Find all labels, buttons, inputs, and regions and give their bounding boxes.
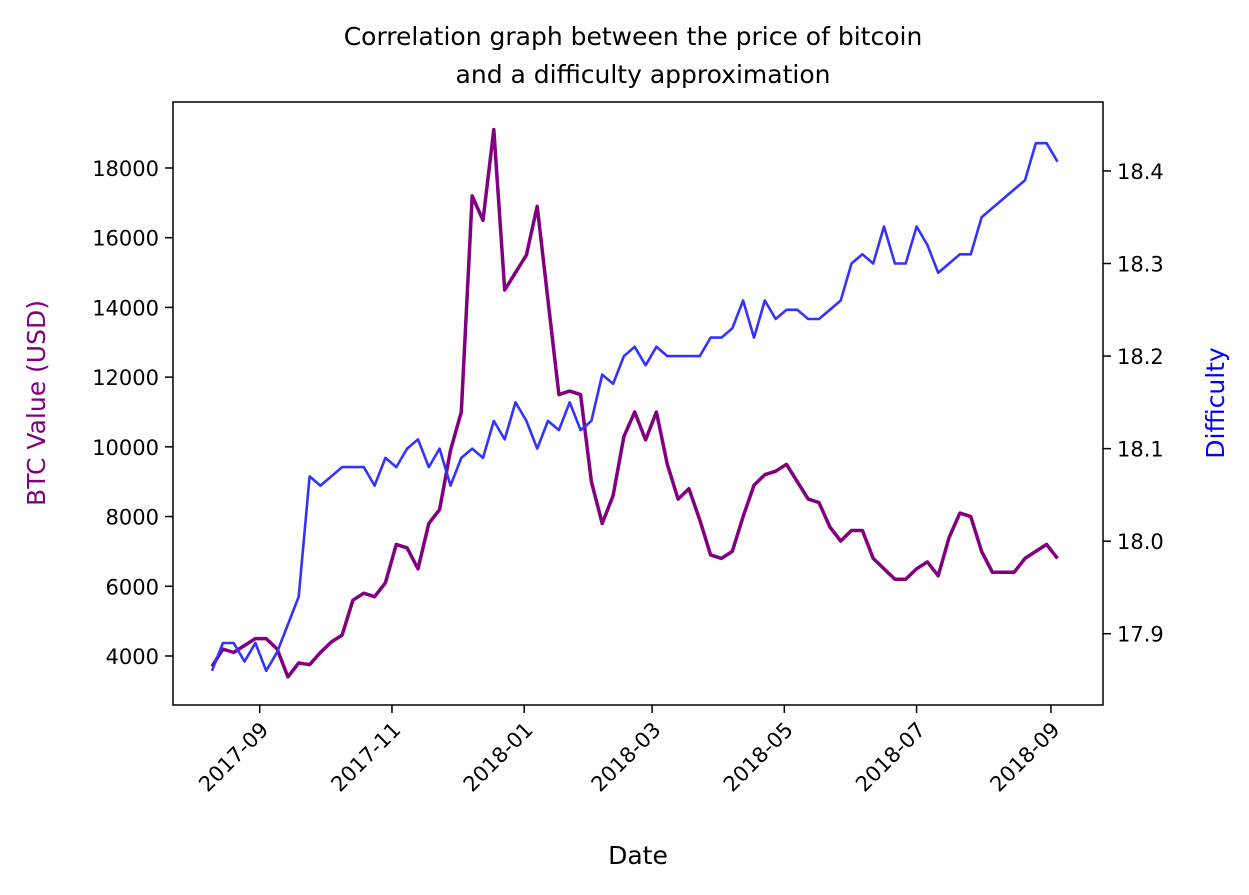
y2-axis-label: Difficulty: [1201, 347, 1230, 459]
y-tick-label: 14000: [92, 296, 159, 320]
y-tick-label: 16000: [92, 227, 159, 251]
y-axis-label: BTC Value (USD): [22, 300, 51, 506]
x-tick-label: 2018-05: [719, 718, 798, 797]
y2-tick-label: 18.2: [1117, 345, 1164, 369]
data-line: [210, 141, 1059, 673]
y2-tick-label: 18.4: [1117, 160, 1164, 184]
plot-frame: [172, 101, 1104, 706]
chart-title: Correlation graph between the price of b…: [344, 22, 923, 51]
y2-tick-label: 18.1: [1117, 438, 1164, 462]
x-tick-label: 2018-09: [985, 718, 1064, 797]
y-tick-label: 8000: [106, 506, 159, 530]
x-tick-label: 2017-11: [326, 718, 405, 797]
x-axis-label: Date: [608, 841, 668, 870]
x-tick-label: 2018-01: [459, 718, 538, 797]
y-tick-label: 4000: [106, 645, 159, 669]
y-tick-label: 12000: [92, 366, 159, 390]
y-tick-label: 18000: [92, 157, 159, 181]
y-tick-label: 6000: [106, 575, 159, 599]
y-tick-label: 10000: [92, 436, 159, 460]
data-line: [210, 127, 1059, 679]
y2-tick-label: 18.0: [1117, 530, 1164, 554]
x-tick-label: 2017-09: [194, 718, 273, 797]
y2-tick-label: 17.9: [1117, 623, 1164, 647]
chart-title: and a difficulty approximation: [456, 60, 831, 89]
y2-tick-label: 18.3: [1117, 253, 1164, 277]
x-tick-label: 2018-03: [587, 718, 666, 797]
x-tick-label: 2018-07: [851, 718, 930, 797]
